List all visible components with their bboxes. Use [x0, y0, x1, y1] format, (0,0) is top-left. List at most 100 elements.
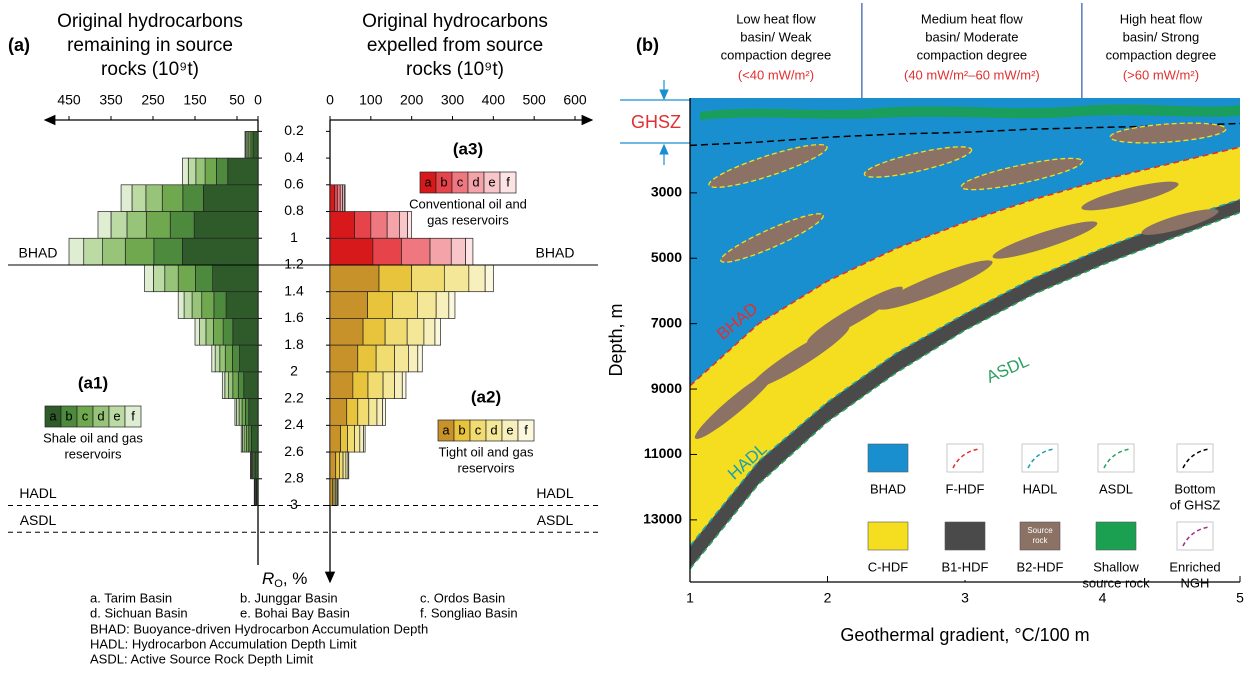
bar-segment — [367, 291, 393, 319]
zone-text: basin/ Strong — [1123, 29, 1200, 44]
bar-segment — [191, 291, 203, 319]
bar-segment — [394, 371, 403, 399]
bar-segment — [347, 451, 350, 480]
reference-label: BHAD — [19, 245, 58, 261]
bar-segment — [342, 451, 347, 480]
legend-letter: f — [506, 174, 510, 189]
legend-text: Tight oil and gas — [439, 444, 534, 459]
bar-segment — [329, 184, 335, 212]
legend-letter: a — [442, 422, 450, 437]
bar-segment — [363, 424, 366, 453]
lens — [694, 371, 776, 439]
legend-swatch — [499, 171, 517, 194]
bar-segment — [329, 371, 354, 399]
legend-label: ASDL — [1099, 481, 1133, 496]
lens — [863, 146, 973, 178]
bar-segment — [182, 157, 189, 186]
x-tick-label: 500 — [522, 92, 546, 108]
legend-letter: d — [490, 422, 497, 437]
bar-segment — [382, 398, 386, 426]
x-tick-label: 2 — [824, 590, 832, 606]
x-tick-label: 350 — [99, 92, 123, 108]
y-tick-label: 2 — [290, 363, 298, 379]
bar-segment — [375, 344, 395, 373]
legend-label: F-HDF — [946, 481, 985, 496]
bar-segment — [329, 237, 374, 266]
bar-segment — [386, 211, 400, 239]
bar-segment — [450, 237, 466, 266]
bar-segment — [359, 424, 364, 453]
bar-segment — [357, 344, 377, 373]
abbreviation-note: BHAD: Buoyance-driven Hydrocarbon Accumu… — [90, 621, 428, 636]
bar-segment — [346, 398, 359, 426]
left-title: rocks (10⁹t) — [101, 59, 199, 80]
bar-segment — [392, 291, 418, 319]
lens — [750, 325, 850, 389]
x-tick-label: 3 — [961, 590, 969, 606]
bar-segment — [376, 398, 384, 426]
legend-label: Shallow — [1093, 559, 1139, 574]
bar-segment — [97, 211, 112, 239]
zone-text: High heat flow — [1120, 11, 1203, 26]
legend-swatch — [1176, 443, 1214, 473]
zone-text: compaction degree — [721, 47, 832, 62]
y-tick-label: 1 — [290, 229, 298, 245]
legend-letter: a — [49, 408, 57, 423]
bar-segment — [382, 371, 395, 399]
bar-segment — [153, 264, 166, 293]
bar-segment — [145, 211, 171, 239]
bar-segment — [224, 371, 229, 399]
lens — [708, 143, 828, 189]
legend-swatch — [1095, 521, 1137, 551]
bar-segment — [228, 371, 234, 399]
legend-icon-text: rock — [1032, 536, 1048, 545]
basin-note: c. Ordos Basin — [420, 590, 505, 605]
bar-segment — [329, 264, 380, 293]
left-title: remaining in source — [67, 35, 233, 56]
right-title: rocks (10⁹t) — [406, 59, 504, 80]
legend-swatch — [1097, 443, 1135, 473]
zone-text: compaction degree — [917, 47, 1028, 62]
basin-note: f. Songliao Basin — [420, 605, 518, 620]
bar-segment — [254, 451, 259, 480]
legend-letter: d — [97, 408, 104, 423]
reference-label: HADL — [19, 485, 57, 501]
legend-label: C-HDF — [868, 559, 908, 574]
bar-segment — [378, 264, 413, 293]
bar-segment — [239, 344, 259, 373]
bar-segment — [234, 398, 237, 426]
legend-label: BHAD — [870, 481, 906, 496]
bar-segment — [213, 291, 227, 319]
bar-segment — [244, 131, 247, 159]
y-tick-label: 9000 — [651, 380, 682, 396]
bar-segment — [354, 424, 361, 453]
bar-segment — [245, 398, 250, 426]
x-tick-label: 1 — [686, 590, 694, 606]
legend-line — [952, 448, 980, 469]
bar-segment — [241, 398, 246, 426]
legend-text: reservoirs — [457, 460, 515, 475]
lens — [992, 221, 1098, 259]
bar-segment — [252, 131, 259, 159]
bar-segment — [225, 291, 259, 319]
y-tick-label: 1.6 — [284, 309, 304, 325]
legend-letter: b — [440, 174, 447, 189]
bar-segment — [357, 398, 370, 426]
legend-letter: b — [458, 422, 465, 437]
bar-segment — [201, 291, 215, 319]
zone-fill — [690, 147, 1240, 546]
y-axis-label: Depth, m — [606, 303, 626, 376]
bar-segment — [222, 318, 234, 346]
bar-segment — [199, 318, 207, 346]
bar-segment — [334, 184, 338, 212]
lens — [1081, 181, 1179, 211]
basin-note: e. Bohai Bay Basin — [240, 605, 350, 620]
bar-segment — [434, 318, 442, 346]
zone-fill — [690, 98, 1240, 386]
boundary-line — [689, 211, 1241, 570]
legend-label: B1-HDF — [942, 559, 989, 574]
legend-text: reservoirs — [64, 446, 122, 461]
bar-segment — [126, 211, 147, 239]
bar-segment — [337, 184, 341, 212]
bar-segment — [408, 344, 419, 373]
